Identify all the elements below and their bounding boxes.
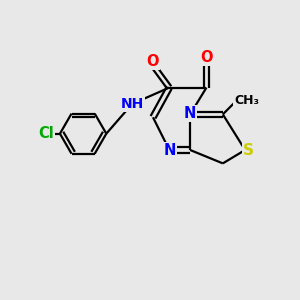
Text: S: S bbox=[243, 142, 254, 158]
Text: N: N bbox=[163, 143, 176, 158]
Text: NH: NH bbox=[121, 97, 144, 111]
Text: O: O bbox=[200, 50, 213, 65]
Text: CH₃: CH₃ bbox=[234, 94, 259, 107]
Text: N: N bbox=[184, 106, 196, 121]
Text: O: O bbox=[147, 54, 159, 69]
Text: Cl: Cl bbox=[39, 126, 54, 141]
